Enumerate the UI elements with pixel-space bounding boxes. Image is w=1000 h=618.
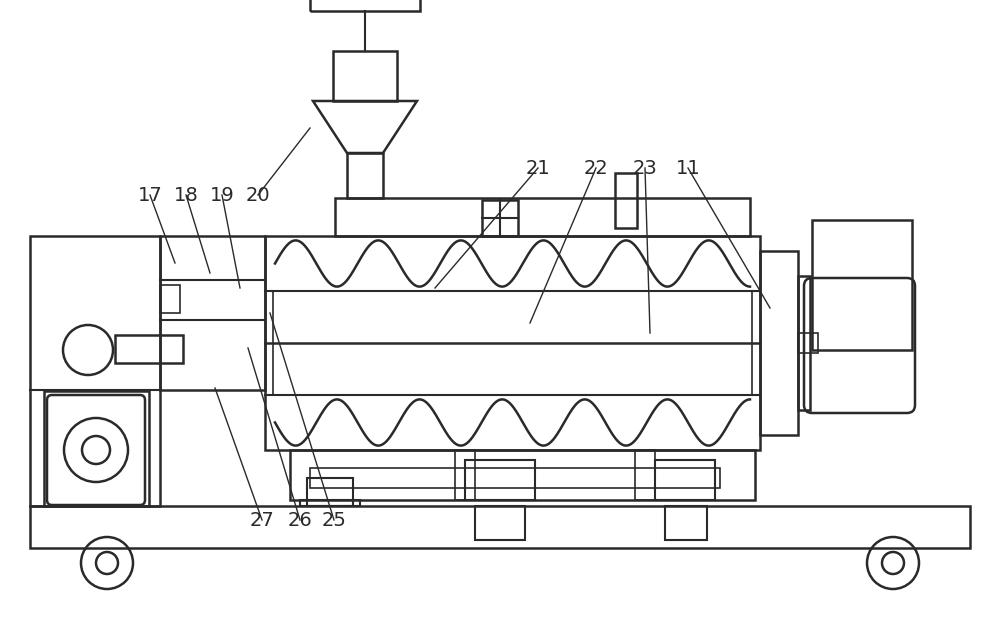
Bar xyxy=(475,506,525,540)
Bar xyxy=(310,468,720,488)
Bar xyxy=(347,153,383,198)
Text: 21: 21 xyxy=(526,158,550,177)
Text: 19: 19 xyxy=(210,185,234,205)
Bar xyxy=(812,220,912,350)
Text: 27: 27 xyxy=(250,510,274,530)
Bar xyxy=(333,51,397,101)
Text: 26: 26 xyxy=(288,510,312,530)
Bar xyxy=(273,291,752,395)
Text: 11: 11 xyxy=(676,158,700,177)
Bar xyxy=(798,276,810,410)
Bar xyxy=(665,506,707,540)
Bar xyxy=(455,450,475,500)
Bar xyxy=(615,173,637,228)
Bar xyxy=(482,200,518,236)
Bar xyxy=(30,236,160,506)
Text: 17: 17 xyxy=(138,185,162,205)
Bar xyxy=(310,0,420,11)
Bar xyxy=(160,285,180,313)
Text: 22: 22 xyxy=(584,158,608,177)
Text: 20: 20 xyxy=(246,185,270,205)
Bar xyxy=(635,450,655,500)
Bar xyxy=(465,460,535,500)
Bar xyxy=(300,500,360,506)
Bar xyxy=(335,198,750,236)
Bar xyxy=(655,460,715,500)
Text: 23: 23 xyxy=(633,158,657,177)
Bar xyxy=(265,236,760,450)
Bar xyxy=(30,506,970,548)
Bar xyxy=(760,251,798,435)
Bar xyxy=(115,335,183,363)
Text: 25: 25 xyxy=(322,510,346,530)
Bar xyxy=(160,236,265,390)
Text: 18: 18 xyxy=(174,185,198,205)
Bar xyxy=(798,333,818,353)
Bar xyxy=(44,391,149,506)
Bar xyxy=(290,450,755,500)
Bar xyxy=(307,478,353,506)
